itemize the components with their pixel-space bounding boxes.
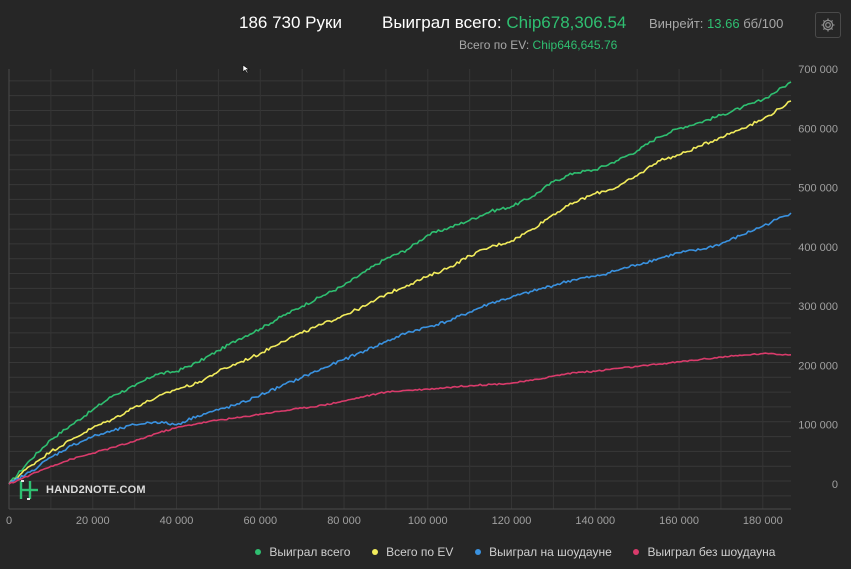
legend-dot-icon xyxy=(474,548,481,555)
settings-button[interactable] xyxy=(815,12,841,38)
y-tick-label: 600 000 xyxy=(798,123,838,135)
y-tick-label: 100 000 xyxy=(798,420,838,432)
series-line-0 xyxy=(8,81,792,485)
mouse-cursor-icon xyxy=(242,64,250,74)
legend-item-ev-total[interactable]: Всего по EV xyxy=(371,545,454,559)
legend-label: Выиграл без шоудауна xyxy=(647,545,776,559)
x-tick-label: 140 000 xyxy=(575,515,615,527)
legend-label: Выиграл всего xyxy=(269,545,351,559)
x-tick-label: 80 000 xyxy=(327,515,361,527)
total-won: Выиграл всего: Chip678,306.54 xyxy=(382,13,626,33)
x-tick-label: 100 000 xyxy=(408,515,448,527)
hand2note-logo: HAND2NOTE.COM xyxy=(18,479,146,501)
x-tick-label: 40 000 xyxy=(160,515,194,527)
gear-icon xyxy=(821,18,835,32)
legend-label: Всего по EV xyxy=(386,545,454,559)
hands-count: 186 730 Руки xyxy=(239,13,342,32)
y-tick-label: 300 000 xyxy=(798,301,838,313)
y-tick-label: 700 000 xyxy=(798,64,838,76)
legend: Выиграл всего Всего по EV Выиграл на шоу… xyxy=(255,545,775,559)
x-tick-label: 60 000 xyxy=(243,515,277,527)
legend-dot-icon xyxy=(255,548,261,555)
total-won-value: Chip678,306.54 xyxy=(506,13,627,32)
winrate: Винрейт: 13.66 бб/100 xyxy=(649,16,783,31)
x-tick-label: 20 000 xyxy=(76,515,110,527)
series-line-3 xyxy=(8,352,792,485)
x-tick-label: 0 xyxy=(6,515,12,527)
legend-item-showdown-won[interactable]: Выиграл на шоудауне xyxy=(474,545,612,559)
legend-dot-icon xyxy=(633,548,640,555)
series-line-2 xyxy=(8,212,792,485)
legend-label: Выиграл на шоудауне xyxy=(489,545,612,559)
y-tick-label: 200 000 xyxy=(798,360,838,372)
hand2note-logo-text: HAND2NOTE.COM xyxy=(46,484,146,496)
y-tick-label: 500 000 xyxy=(798,183,838,195)
total-won-label: Выиграл всего: xyxy=(382,13,502,32)
ev-total-value: Chip646,645.76 xyxy=(532,38,618,52)
legend-item-total-won[interactable]: Выиграл всего xyxy=(255,545,350,559)
x-tick-label: 160 000 xyxy=(659,515,699,527)
winrate-unit: бб/100 xyxy=(743,16,784,31)
x-tick-label: 120 000 xyxy=(492,515,532,527)
ev-total-label: Всего по EV: xyxy=(459,38,530,52)
x-tick-label: 180 000 xyxy=(743,515,783,527)
hand2note-logo-icon xyxy=(19,480,38,500)
legend-item-non-showdown-won[interactable]: Выиграл без шоудауна xyxy=(633,545,775,559)
header: 186 730 Руки Выиграл всего: Chip678,306.… xyxy=(0,0,851,60)
legend-dot-icon xyxy=(371,548,378,555)
y-tick-label: 0 xyxy=(832,479,838,491)
series-line-1 xyxy=(8,100,792,485)
winrate-label: Винрейт: xyxy=(649,16,704,31)
winrate-value: 13.66 xyxy=(707,16,740,31)
ev-total: Всего по EV: Chip646,645.76 xyxy=(459,38,617,52)
y-tick-label: 400 000 xyxy=(798,242,838,254)
